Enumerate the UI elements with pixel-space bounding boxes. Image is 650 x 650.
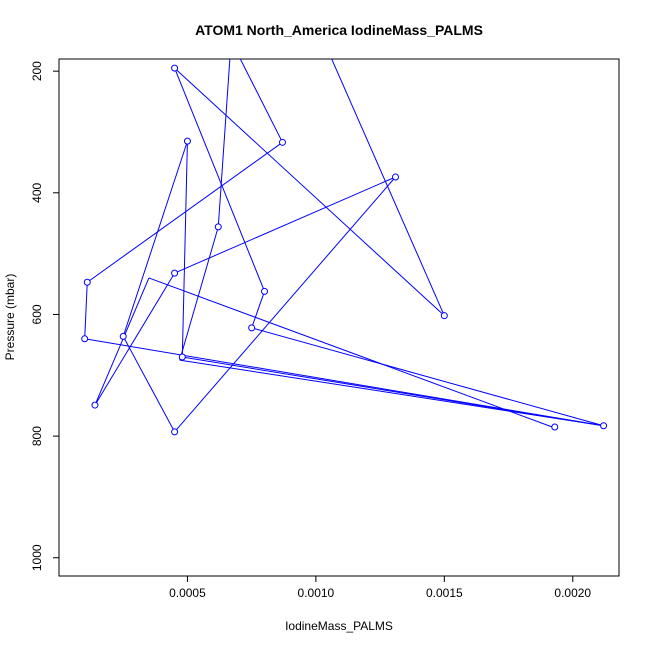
series-segment	[239, 59, 283, 143]
series-segment	[179, 226, 219, 361]
data-point	[119, 332, 127, 340]
series-segment	[217, 59, 231, 227]
series-lines	[84, 59, 604, 433]
plot-frame	[58, 58, 620, 577]
y-tick-label: 1000	[30, 544, 44, 571]
series-segment	[174, 67, 445, 317]
x-tick-label: 0.0015	[426, 586, 463, 600]
data-point	[261, 287, 269, 295]
x-tick-label: 0.0020	[554, 586, 591, 600]
series-segment	[179, 359, 604, 427]
series-segment	[251, 327, 604, 427]
y-tick-label: 200	[30, 61, 44, 81]
x-axis: 0.0005 0.0010 0.0015 0.0020	[169, 576, 591, 600]
data-point	[171, 269, 179, 277]
series-segment	[94, 272, 176, 406]
data-point	[551, 423, 559, 431]
series-segment	[331, 59, 445, 316]
y-axis: 200 400 600 800 1000	[30, 61, 59, 571]
y-tick-label: 800	[30, 426, 44, 446]
data-point	[183, 137, 191, 145]
series-segment	[84, 282, 88, 339]
x-tick-label: 0.0010	[298, 586, 335, 600]
x-tick-label: 0.0005	[169, 586, 206, 600]
data-point	[91, 401, 99, 409]
y-tick-label: 400	[30, 182, 44, 202]
series-segment	[148, 277, 553, 428]
series-segment	[94, 277, 150, 406]
series-segment	[181, 141, 188, 358]
data-point	[214, 223, 222, 231]
data-point	[248, 324, 256, 332]
y-tick-label: 600	[30, 304, 44, 324]
data-point	[171, 64, 179, 72]
series-segment	[251, 291, 265, 329]
series-segment	[122, 336, 176, 433]
data-point	[178, 353, 186, 361]
data-point	[278, 138, 286, 146]
series-segment	[174, 67, 265, 292]
series-segment	[122, 140, 188, 337]
x-axis-label: IodineMass_PALMS	[285, 619, 393, 633]
chart-title: ATOM1 North_America IodineMass_PALMS	[195, 22, 483, 38]
data-point	[440, 312, 448, 320]
data-point	[171, 428, 179, 436]
data-point	[83, 278, 91, 286]
series-segment	[182, 356, 604, 427]
series-segment	[86, 141, 283, 283]
data-point	[81, 335, 89, 343]
data-point	[392, 173, 400, 181]
series-segment	[174, 176, 396, 433]
data-point	[600, 422, 608, 430]
y-axis-label: Pressure (mbar)	[3, 274, 17, 361]
series-markers	[81, 64, 608, 436]
series-segment	[174, 176, 396, 274]
